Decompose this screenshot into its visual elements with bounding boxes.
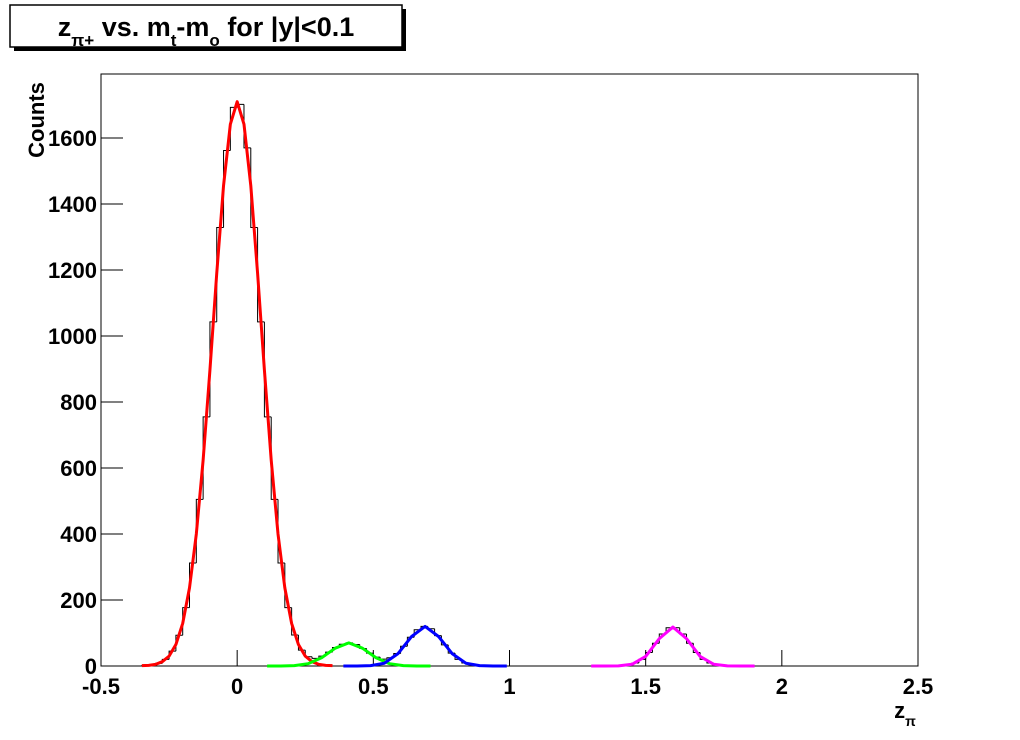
title-part: z bbox=[58, 12, 72, 42]
y-axis-label: Counts bbox=[24, 82, 49, 158]
fit-curve bbox=[141, 100, 333, 668]
x-axis-label: zπ bbox=[894, 698, 916, 729]
y-tick-label: 1200 bbox=[48, 258, 97, 283]
y-tick-label: 600 bbox=[60, 456, 97, 481]
y-tick-label: 1400 bbox=[48, 192, 97, 217]
title-part: o bbox=[209, 31, 219, 50]
y-tick-label: 800 bbox=[60, 390, 97, 415]
title-part: t bbox=[171, 31, 177, 50]
y-tick-label: 400 bbox=[60, 522, 97, 547]
x-tick-label: 1.5 bbox=[630, 674, 661, 699]
x-tick-label: 0 bbox=[231, 674, 243, 699]
title-part: -m bbox=[176, 12, 209, 42]
y-tick-label: 0 bbox=[85, 654, 97, 679]
x-label-part: z bbox=[894, 698, 905, 723]
x-tick-label: 2 bbox=[776, 674, 788, 699]
fit-curve bbox=[267, 641, 431, 668]
chart-title: zπ+ vs. mt-mo for |y|<0.1 bbox=[58, 12, 354, 50]
fit-curve bbox=[343, 624, 507, 668]
histogram-bin bbox=[243, 104, 251, 149]
x-tick-label: 1 bbox=[503, 674, 515, 699]
y-tick-label: 200 bbox=[60, 588, 97, 613]
x-tick-label: 0.5 bbox=[358, 674, 389, 699]
y-tick-label: 1000 bbox=[48, 324, 97, 349]
title-part: for |y|<0.1 bbox=[220, 12, 354, 42]
x-tick-label: 2.5 bbox=[903, 674, 934, 699]
y-tick-label: 1600 bbox=[48, 126, 97, 151]
fit-curve bbox=[591, 625, 755, 668]
x-tick-label: -0.5 bbox=[82, 674, 120, 699]
title-box bbox=[9, 4, 403, 48]
x-label-part: π bbox=[905, 713, 916, 729]
title-part: vs. m bbox=[94, 12, 171, 42]
title-part: π+ bbox=[71, 31, 94, 50]
